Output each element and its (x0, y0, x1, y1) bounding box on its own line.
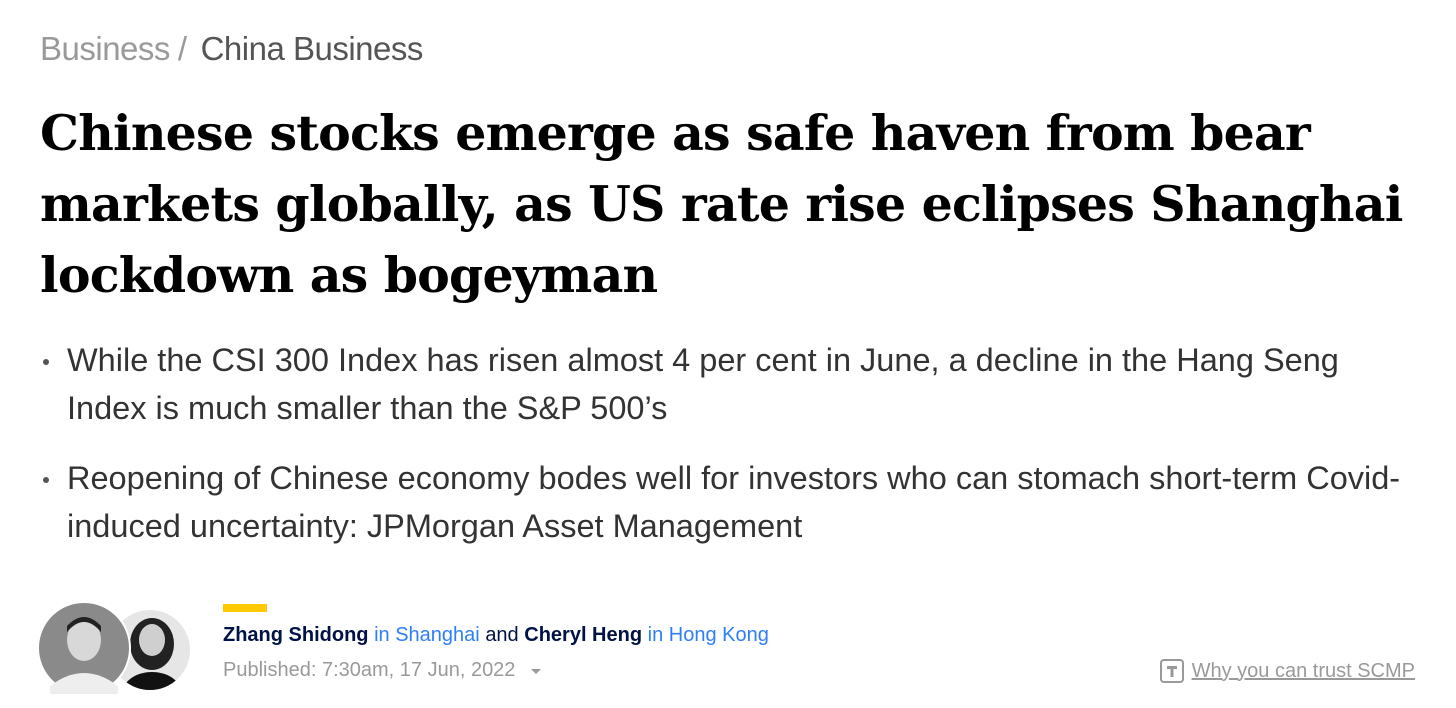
breadcrumb: Business / China Business (40, 30, 423, 68)
headline: Chinese stocks emerge as safe haven from… (40, 104, 1403, 304)
summary-item: Reopening of Chinese economy bodes well … (40, 454, 1420, 550)
author-location[interactable]: in Shanghai (374, 624, 480, 646)
breadcrumb-link[interactable]: China Business (200, 30, 424, 67)
dropdown-caret (531, 669, 541, 674)
author-name[interactable]: Zhang Shidong (223, 624, 369, 646)
published-text: Published: 7:30am, 17 Jun, 2022 (223, 659, 516, 681)
author-avatars[interactable] (38, 602, 198, 698)
byline: Zhang Shidong in Shanghai and Cheryl Hen… (223, 624, 769, 647)
conjunction: and (485, 624, 519, 646)
author-location[interactable]: in Hong Kong (647, 624, 769, 646)
published-date[interactable]: Published: 7:30am, 17 Jun, 2022 (223, 659, 543, 682)
summary-list: While the CSI 300 Index has risen almost… (40, 336, 1420, 572)
trust-icon (1159, 659, 1184, 683)
accent-bar (223, 604, 267, 612)
breadcrumb-separator: / (177, 30, 187, 67)
breadcrumb-link[interactable]: Business (40, 30, 170, 67)
author-name[interactable]: Cheryl Heng (524, 624, 643, 646)
summary-item: While the CSI 300 Index has risen almost… (40, 336, 1420, 432)
trust-link[interactable]: Why you can trust SCMP (1159, 659, 1415, 683)
trust-link-text[interactable]: Why you can trust SCMP (1191, 659, 1415, 682)
